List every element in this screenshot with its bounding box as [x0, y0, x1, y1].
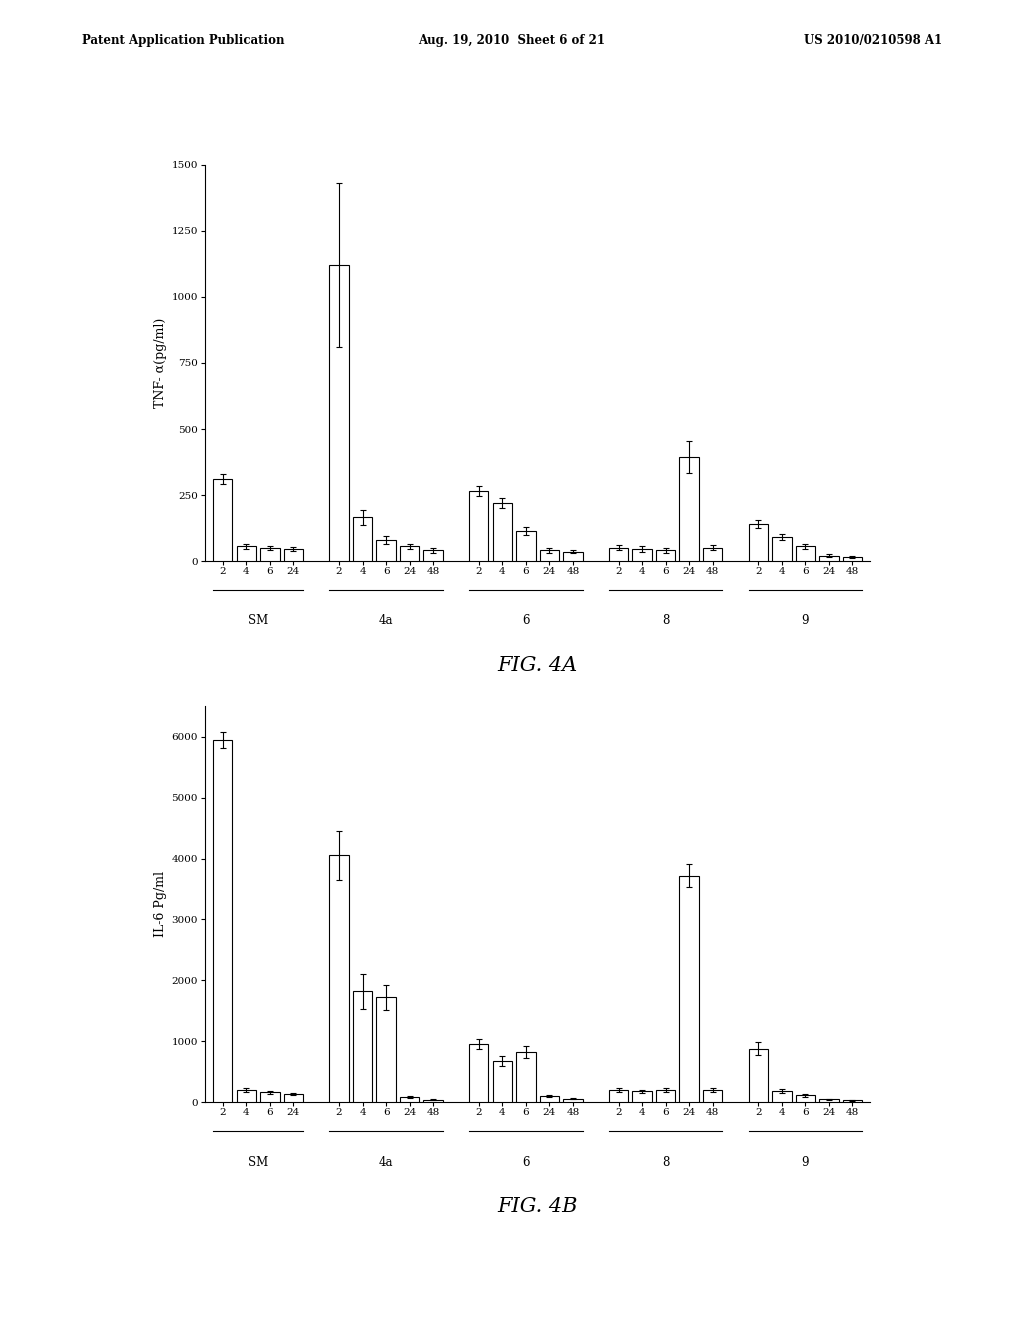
Bar	[284, 549, 303, 561]
Bar	[330, 265, 349, 561]
Bar	[260, 548, 280, 561]
Bar	[353, 517, 373, 561]
Text: 9: 9	[802, 1156, 809, 1168]
Bar	[633, 549, 651, 561]
Bar	[516, 1052, 536, 1102]
Text: 4a: 4a	[379, 1156, 393, 1168]
Bar	[493, 1061, 512, 1102]
Bar	[843, 1101, 862, 1102]
Bar	[540, 1096, 559, 1102]
Bar	[772, 1092, 792, 1102]
Bar	[819, 1100, 839, 1102]
Text: Patent Application Publication: Patent Application Publication	[82, 34, 285, 48]
Bar	[702, 548, 722, 561]
Text: 8: 8	[662, 615, 670, 627]
Y-axis label: TNF- α(pg/ml): TNF- α(pg/ml)	[155, 318, 167, 408]
Text: 4a: 4a	[379, 615, 393, 627]
Bar	[400, 1097, 419, 1102]
Bar	[749, 524, 768, 561]
Bar	[563, 1098, 583, 1102]
Bar	[424, 1100, 442, 1102]
Text: 9: 9	[802, 615, 809, 627]
Bar	[377, 998, 395, 1102]
Bar	[284, 1094, 303, 1102]
Bar	[516, 531, 536, 561]
Text: Aug. 19, 2010  Sheet 6 of 21: Aug. 19, 2010 Sheet 6 of 21	[419, 34, 605, 48]
Bar	[213, 479, 232, 561]
Bar	[330, 855, 349, 1102]
Text: SM: SM	[248, 615, 268, 627]
Text: FIG. 4A: FIG. 4A	[498, 656, 578, 675]
Bar	[680, 457, 698, 561]
Bar	[633, 1092, 651, 1102]
Bar	[469, 1044, 488, 1102]
Bar	[400, 546, 419, 561]
Bar	[213, 739, 232, 1102]
Y-axis label: IL-6 Pg/ml: IL-6 Pg/ml	[155, 871, 167, 937]
Bar	[377, 540, 395, 561]
Bar	[424, 550, 442, 561]
Text: 6: 6	[522, 615, 529, 627]
Text: SM: SM	[248, 1156, 268, 1168]
Bar	[237, 1090, 256, 1102]
Bar	[796, 1096, 815, 1102]
Text: 8: 8	[662, 1156, 670, 1168]
Bar	[796, 546, 815, 561]
Bar	[469, 491, 488, 561]
Bar	[680, 875, 698, 1102]
Bar	[260, 1093, 280, 1102]
Text: 6: 6	[522, 1156, 529, 1168]
Bar	[353, 991, 373, 1102]
Bar	[540, 550, 559, 561]
Bar	[563, 552, 583, 561]
Bar	[656, 550, 675, 561]
Bar	[843, 557, 862, 561]
Bar	[493, 503, 512, 561]
Bar	[656, 1090, 675, 1102]
Bar	[772, 537, 792, 561]
Bar	[609, 548, 629, 561]
Bar	[237, 546, 256, 561]
Bar	[749, 1048, 768, 1102]
Bar	[702, 1090, 722, 1102]
Bar	[609, 1090, 629, 1102]
Text: US 2010/0210598 A1: US 2010/0210598 A1	[804, 34, 942, 48]
Text: FIG. 4B: FIG. 4B	[498, 1197, 578, 1216]
Bar	[819, 556, 839, 561]
